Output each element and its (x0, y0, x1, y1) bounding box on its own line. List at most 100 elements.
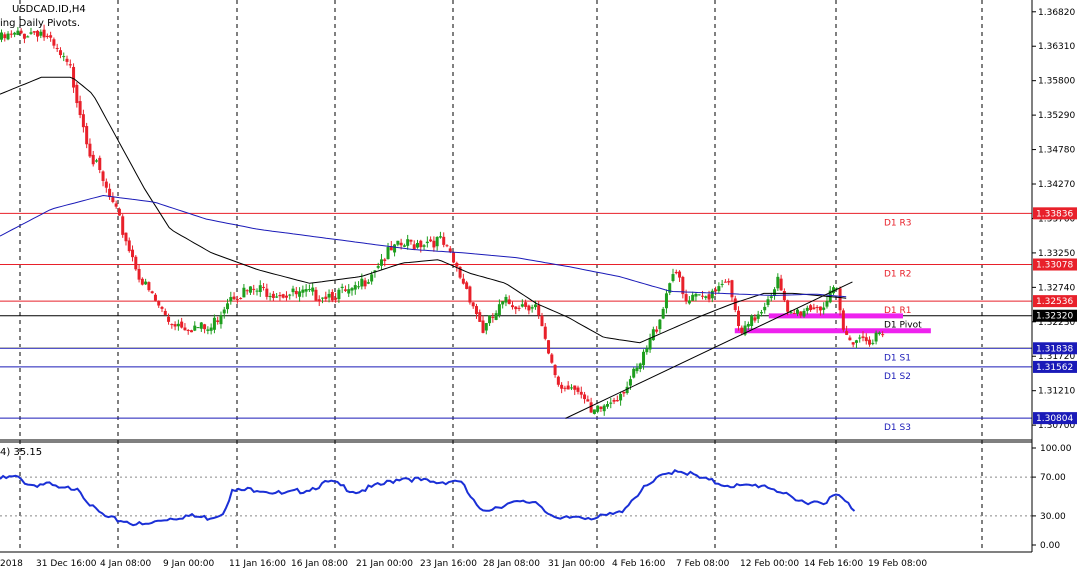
candle-body (412, 244, 416, 250)
candle-body (753, 317, 757, 321)
candle-body (206, 329, 210, 331)
candle-body (812, 307, 816, 310)
candle-body (176, 323, 180, 327)
candle-body (710, 290, 714, 299)
chart-subtitle: ing Daily Pivots. (0, 18, 80, 29)
candle-body (497, 304, 501, 315)
candle-body (547, 340, 551, 354)
candle-body (746, 323, 750, 327)
level-tag-text-5: 1.31562 (1036, 363, 1073, 373)
candle-body (160, 306, 164, 309)
candle-body (691, 294, 695, 301)
level-tag-2 (1033, 295, 1077, 308)
vertical-grid (19, 0, 983, 552)
candle-body (347, 289, 351, 294)
candle-body (301, 289, 305, 293)
candle-body (94, 160, 98, 162)
x-tick-label-7: 23 Jan 16:00 (420, 559, 477, 569)
level-tag-text-3: 1.32320 (1036, 312, 1073, 322)
candle-body (494, 313, 498, 320)
candle-body (324, 296, 328, 300)
trendline-layer (565, 281, 853, 419)
candle-body (242, 287, 246, 298)
candle-body (271, 293, 275, 298)
candle-body (759, 312, 763, 314)
zone-0 (768, 313, 903, 319)
candle-body (576, 387, 580, 392)
candle-body (265, 288, 269, 297)
candle-body (334, 297, 338, 300)
candle-body (353, 285, 357, 290)
candle-body (363, 280, 367, 287)
candle-body (743, 325, 747, 335)
candle-body (645, 348, 649, 353)
candle-body (13, 32, 17, 35)
candle-body (589, 402, 593, 413)
candle-body (763, 306, 767, 311)
candle-body (189, 330, 193, 333)
level-name-4: D1 S1 (884, 353, 911, 363)
y-tick-label-0: 1.36820 (1038, 8, 1075, 18)
candle-body (291, 288, 295, 293)
candle-body (422, 245, 426, 247)
candle-body (114, 203, 118, 207)
candle-body (789, 311, 793, 313)
candle-body (275, 296, 279, 298)
candle-body (199, 322, 203, 329)
candle-body (252, 288, 256, 290)
candle-body (425, 241, 429, 244)
candle-body (16, 30, 20, 35)
candle-body (321, 297, 325, 299)
candle-body (868, 339, 872, 345)
level-tag-text-6: 1.30804 (1036, 414, 1073, 424)
level-tag-0 (1033, 207, 1077, 220)
candle-body (203, 324, 207, 330)
candle-body (838, 288, 842, 311)
candle-body (658, 319, 662, 330)
candle-body (26, 36, 30, 38)
candle-body (452, 252, 456, 263)
y-tick-label-9: 1.32230 (1038, 318, 1075, 328)
candle-body (62, 56, 66, 58)
candle-body (671, 274, 675, 281)
candle-body (212, 317, 216, 330)
candle-body (723, 281, 727, 283)
oscillator (0, 469, 856, 527)
x-tick-label-10: 4 Feb 16:00 (612, 559, 666, 569)
candle-body (737, 310, 741, 327)
x-tick-label-9: 31 Jan 00:00 (548, 559, 605, 569)
candle-body (468, 286, 472, 303)
candle-body (258, 285, 262, 293)
candle-body (327, 293, 331, 298)
candle-body (727, 281, 731, 283)
candle-body (111, 197, 115, 202)
candle-body (569, 387, 573, 389)
candle-body (262, 286, 266, 288)
chart-title: USDCAD.ID,H4 (12, 4, 86, 15)
candle-body (147, 282, 151, 291)
candle-body (605, 404, 609, 407)
candle-body (625, 386, 629, 394)
candle-body (186, 330, 190, 332)
candle-body (91, 154, 95, 165)
candle-body (196, 327, 200, 329)
fast-moving-average (0, 76, 847, 344)
level-name-3: D1 Pivot (884, 321, 922, 331)
chart-frame (0, 0, 1033, 553)
candle-body (799, 311, 803, 316)
candle-body (448, 248, 452, 252)
candle-body (488, 315, 492, 324)
candle-body (432, 240, 436, 248)
candle-body (461, 278, 465, 284)
candle-body (664, 293, 668, 309)
x-tick-label-0: 2018 (0, 559, 23, 569)
candle-body (802, 310, 806, 317)
candle-body (121, 216, 125, 235)
candle-body (694, 293, 698, 297)
x-tick-label-5: 16 Jan 08:00 (291, 559, 348, 569)
candle-body (583, 394, 587, 400)
candle-body (442, 236, 446, 245)
candle-body (409, 239, 413, 242)
candle-body (193, 325, 197, 331)
